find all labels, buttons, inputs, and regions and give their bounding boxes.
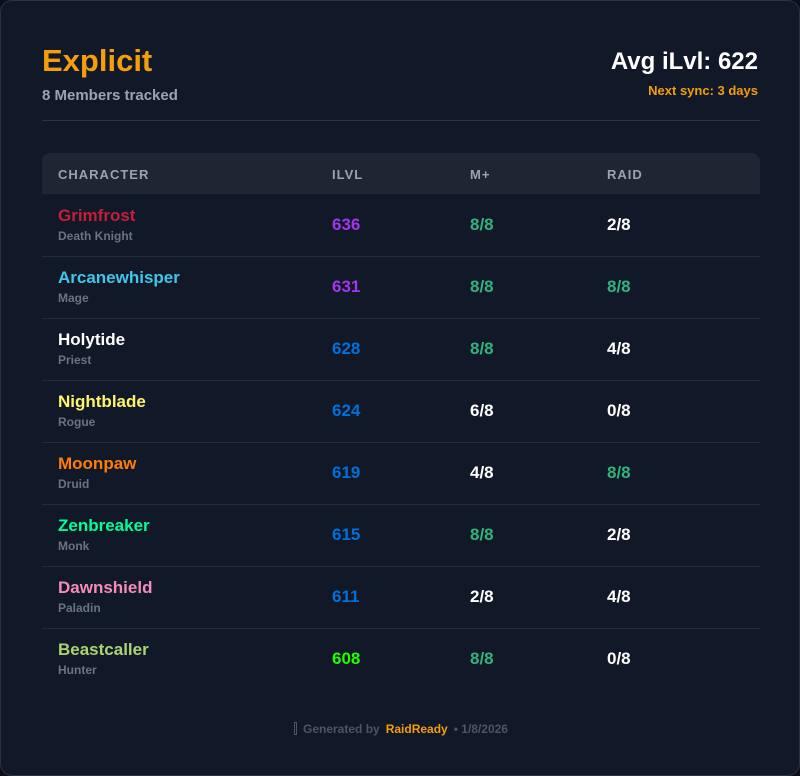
item-level: 619: [332, 463, 361, 482]
average-ilvl: Avg iLvl: 622: [610, 48, 758, 75]
character-class: Hunter: [58, 663, 97, 677]
column-header: ILVL: [332, 167, 364, 182]
item-level: 631: [332, 277, 361, 296]
table-row: [42, 380, 760, 443]
item-level: 636: [332, 215, 361, 234]
table-row: [42, 566, 760, 629]
member-count: 8 Members tracked: [42, 87, 178, 104]
character-name: Zenbreaker: [58, 516, 150, 535]
raid-progress: 0/8: [607, 401, 631, 420]
character-class: Monk: [58, 539, 90, 553]
footer-date: • 1/8/2026: [453, 722, 508, 736]
team-title: Explicit: [42, 43, 153, 78]
character-name: Nightblade: [58, 392, 146, 411]
table-row: [42, 442, 760, 505]
raid-progress: 0/8: [607, 649, 631, 668]
character-name: Grimfrost: [58, 206, 136, 225]
item-level: 624: [332, 401, 361, 420]
raid-progress: 4/8: [607, 339, 631, 358]
mythic-plus: 8/8: [470, 277, 494, 296]
item-level: 608: [332, 649, 361, 668]
character-class: Death Knight: [58, 229, 133, 243]
mythic-plus: 8/8: [470, 525, 494, 544]
table-row: [42, 504, 760, 567]
mythic-plus: 2/8: [470, 587, 494, 606]
mythic-plus: 6/8: [470, 401, 494, 420]
item-level: 615: [332, 525, 361, 544]
raid-progress: 8/8: [607, 277, 631, 296]
table-row: [42, 194, 760, 257]
footer-brand: RaidReady: [385, 722, 448, 736]
next-sync: Next sync: 3 days: [648, 83, 758, 98]
table-row: [42, 256, 760, 319]
raid-progress: 8/8: [607, 463, 631, 482]
divider: [42, 120, 760, 121]
character-name: Dawnshield: [58, 578, 153, 597]
footer-icon: [294, 722, 297, 735]
mythic-plus: 8/8: [470, 215, 494, 234]
character-class: Paladin: [58, 601, 101, 615]
item-level: 628: [332, 339, 361, 358]
character-class: Rogue: [58, 415, 96, 429]
character-class: Priest: [58, 353, 92, 367]
raid-progress: 4/8: [607, 587, 631, 606]
column-header: M+: [470, 167, 491, 182]
table-row: [42, 318, 760, 381]
character-class: Mage: [58, 291, 89, 305]
character-name: Arcanewhisper: [58, 268, 180, 287]
character-name: Holytide: [58, 330, 126, 349]
raid-progress: 2/8: [607, 525, 631, 544]
character-class: Druid: [58, 477, 90, 491]
mythic-plus: 8/8: [470, 339, 494, 358]
character-name: Moonpaw: [58, 454, 137, 473]
character-name: Beastcaller: [58, 640, 149, 659]
item-level: 611: [332, 587, 360, 606]
column-header: CHARACTER: [58, 167, 150, 182]
footer-label: Generated by: [303, 722, 380, 736]
mythic-plus: 4/8: [470, 463, 494, 482]
table-header: [42, 153, 760, 194]
footer: Generated by RaidReady • 1/8/2026: [1, 722, 800, 736]
column-header: RAID: [607, 167, 643, 182]
mythic-plus: 8/8: [470, 649, 494, 668]
raid-progress: 2/8: [607, 215, 631, 234]
